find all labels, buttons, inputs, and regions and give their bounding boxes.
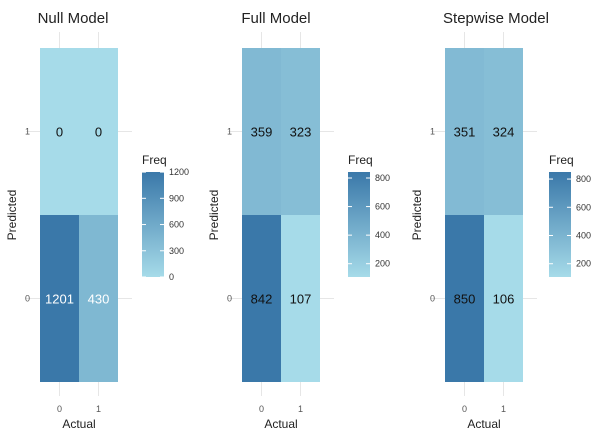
legend-tick-label: 900 [169, 193, 184, 203]
x-axis-title: Actual [62, 417, 95, 431]
heatmap-cell [79, 48, 118, 215]
cell-value-label: 0 [56, 125, 63, 140]
legend: Freq 0 300 600 900 1200 [142, 153, 189, 282]
x-axis-title: Actual [467, 417, 500, 431]
cell-value-label: 1201 [45, 292, 74, 307]
y-tick-label: 0 [227, 294, 232, 304]
y-tick-label: 1 [227, 127, 232, 137]
legend-tick-label: 1200 [169, 167, 189, 177]
heatmap-cell [281, 48, 320, 215]
legend-tick-label: 0 [169, 272, 174, 282]
cell-value-label: 106 [493, 292, 515, 307]
legend-title: Freq [142, 153, 167, 167]
legend-tick-label: 200 [375, 259, 390, 269]
heatmap-cell [242, 48, 281, 215]
heatmap-cell [40, 48, 79, 215]
x-axis-title: Actual [264, 417, 297, 431]
cell-value-label: 323 [290, 125, 312, 140]
cell-value-label: 0 [95, 125, 102, 140]
x-tick-label: 0 [462, 404, 467, 414]
y-axis-title: Predicted [207, 190, 221, 241]
heatmap-cell [40, 215, 79, 382]
x-tick-label: 0 [57, 404, 62, 414]
heatmap-cell [79, 215, 118, 382]
legend-colorbar [549, 172, 571, 277]
legend-colorbar [348, 172, 370, 277]
legend-tick-label: 600 [576, 202, 591, 212]
heatmap-cell [484, 48, 523, 215]
cell-value-label: 107 [290, 292, 312, 307]
legend-tick-label: 600 [169, 220, 184, 230]
legend-tick-label: 300 [169, 246, 184, 256]
panel-title: Stepwise Model [443, 10, 549, 27]
cell-value-label: 351 [454, 125, 476, 140]
legend-tick-label: 400 [576, 231, 591, 241]
legend-title: Freq [348, 153, 373, 167]
cell-value-label: 324 [493, 125, 515, 140]
legend-tick-label: 600 [375, 202, 390, 212]
x-tick-label: 1 [501, 404, 506, 414]
heatmap-cell [484, 215, 523, 382]
x-tick-label: 0 [259, 404, 264, 414]
legend-tick-label: 200 [576, 259, 591, 269]
legend-title: Freq [549, 153, 574, 167]
legend: Freq 200 400 600 800 [549, 153, 591, 277]
cell-value-label: 359 [251, 125, 273, 140]
y-tick-label: 1 [25, 127, 30, 137]
heatmap-cell [281, 215, 320, 382]
legend-tick-label: 800 [375, 173, 390, 183]
legend-tick-label: 800 [576, 174, 591, 184]
x-tick-label: 1 [298, 404, 303, 414]
cell-value-label: 430 [88, 292, 110, 307]
legend-colorbar [142, 172, 164, 277]
y-axis-title: Predicted [5, 190, 19, 241]
y-tick-label: 0 [25, 294, 30, 304]
y-tick-label: 1 [430, 127, 435, 137]
x-tick-label: 1 [96, 404, 101, 414]
panel-title: Null Model [38, 10, 109, 27]
panel-title: Full Model [241, 10, 310, 27]
heatmap-cell [445, 215, 484, 382]
cell-value-label: 850 [454, 292, 476, 307]
legend: Freq 200 400 600 800 [348, 153, 390, 277]
heatmap-cell [445, 48, 484, 215]
heatmap-cell [242, 215, 281, 382]
y-axis-title: Predicted [410, 190, 424, 241]
y-tick-label: 0 [430, 294, 435, 304]
cell-value-label: 842 [251, 292, 273, 307]
legend-tick-label: 400 [375, 230, 390, 240]
